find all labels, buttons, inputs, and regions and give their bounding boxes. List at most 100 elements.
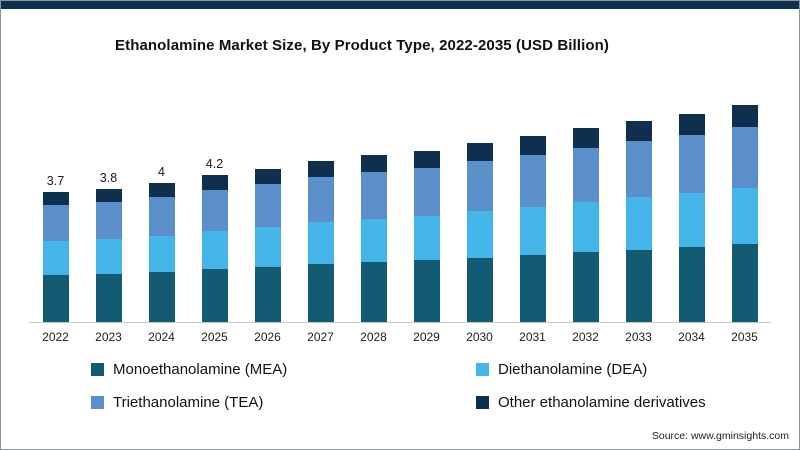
x-axis-tick-label: 2028 (360, 330, 387, 344)
bar-segment (254, 184, 281, 227)
bar-stack (148, 183, 175, 322)
x-axis-tick-label: 2022 (42, 330, 69, 344)
bar-segment (254, 227, 281, 267)
bar-segment (307, 177, 334, 222)
bar-segment (731, 127, 758, 188)
bar-segment (42, 241, 69, 275)
bar-segment (466, 211, 493, 258)
bar-segment (148, 272, 175, 322)
bar-segment (413, 260, 440, 322)
bar-column (718, 73, 771, 322)
bar-value-label: 4.2 (205, 157, 224, 171)
bar-segment (307, 222, 334, 264)
bar-segment (678, 247, 705, 322)
legend-label: Other ethanolamine derivatives (498, 394, 706, 411)
bar-segment (731, 105, 758, 127)
bar-stack (731, 105, 758, 322)
chart-title: Ethanolamine Market Size, By Product Typ… (115, 37, 609, 54)
bar-segment (678, 193, 705, 247)
bar-segment (466, 161, 493, 211)
bar-segment (466, 143, 493, 161)
x-axis-tick-label: 2032 (572, 330, 599, 344)
x-axis-tick-label: 2025 (201, 330, 228, 344)
bar-segment (360, 155, 387, 172)
bar-segment (307, 264, 334, 322)
bar-segment (625, 121, 652, 141)
x-axis-tick-label: 2024 (148, 330, 175, 344)
bar-segment (519, 255, 546, 322)
legend-swatch-icon (91, 363, 104, 376)
bar-segment (572, 148, 599, 202)
bar-segment (148, 183, 175, 197)
bar-value-label: 4 (158, 165, 165, 179)
legend-item: Diethanolamine (DEA) (476, 361, 739, 378)
plot-area: 3.7 3.8 4 4.2 2022 2023 2024 2025 2026 2027 2028 2… (1, 73, 799, 344)
bar-segment (625, 250, 652, 322)
legend-label: Monoethanolamine (MEA) (113, 361, 288, 378)
bar-column (400, 73, 453, 322)
bar-segment (201, 175, 228, 190)
bar-segment (95, 239, 122, 274)
bar-segment (519, 207, 546, 255)
legend-swatch-icon (476, 396, 489, 409)
bar-stack (678, 114, 705, 322)
bar-segment (95, 274, 122, 322)
bar-column (241, 73, 294, 322)
bar-segment (201, 269, 228, 322)
bar-stack (95, 189, 122, 322)
bar-stack (572, 128, 599, 322)
bar-segment (201, 190, 228, 231)
bar-column (347, 73, 400, 322)
bars-row: 3.7 3.8 4 4.2 (29, 73, 771, 323)
bar-segment (360, 172, 387, 219)
bar-segment (413, 168, 440, 216)
bar-stack (307, 161, 334, 322)
legend-swatch-icon (476, 363, 489, 376)
bar-column (453, 73, 506, 322)
bar-value-label: 3.7 (46, 174, 65, 188)
bar-column: 4 (135, 73, 188, 322)
bar-segment (572, 202, 599, 252)
legend-item: Monoethanolamine (MEA) (91, 361, 466, 378)
bar-stack (625, 121, 652, 322)
legend-item: Triethanolamine (TEA) (91, 394, 466, 411)
bar-segment (42, 205, 69, 241)
bar-column (665, 73, 718, 322)
x-axis-tick-label: 2035 (731, 330, 758, 344)
bar-segment (42, 275, 69, 322)
top-accent-bar (1, 1, 799, 9)
legend: Monoethanolamine (MEA) Diethanolamine (DE… (91, 361, 739, 411)
bar-segment (731, 244, 758, 322)
bar-segment (678, 135, 705, 193)
bar-segment (413, 151, 440, 168)
bar-stack (42, 192, 69, 322)
bar-segment (572, 252, 599, 322)
bar-segment (413, 216, 440, 260)
bar-stack (201, 175, 228, 322)
bar-segment (360, 219, 387, 262)
x-axis-tick-label: 2029 (413, 330, 440, 344)
bar-segment (572, 128, 599, 148)
bar-stack (360, 155, 387, 322)
bar-column (559, 73, 612, 322)
bar-column: 3.8 (82, 73, 135, 322)
x-axis-tick-label: 2031 (519, 330, 546, 344)
legend-label: Diethanolamine (DEA) (498, 361, 648, 378)
bar-stack (254, 169, 281, 322)
bar-segment (519, 155, 546, 207)
bar-segment (360, 262, 387, 322)
bar-segment (42, 192, 69, 205)
x-axis-tick-label: 2033 (625, 330, 652, 344)
x-axis-tick-label: 2030 (466, 330, 493, 344)
bar-segment (148, 236, 175, 272)
bar-column (294, 73, 347, 322)
bar-segment (625, 141, 652, 197)
x-axis-tick-label: 2034 (678, 330, 705, 344)
bar-column (612, 73, 665, 322)
bar-segment (148, 197, 175, 236)
bar-column: 4.2 (188, 73, 241, 322)
bar-segment (95, 202, 122, 239)
bar-stack (519, 136, 546, 322)
bar-segment (95, 189, 122, 202)
bar-stack (466, 143, 493, 322)
